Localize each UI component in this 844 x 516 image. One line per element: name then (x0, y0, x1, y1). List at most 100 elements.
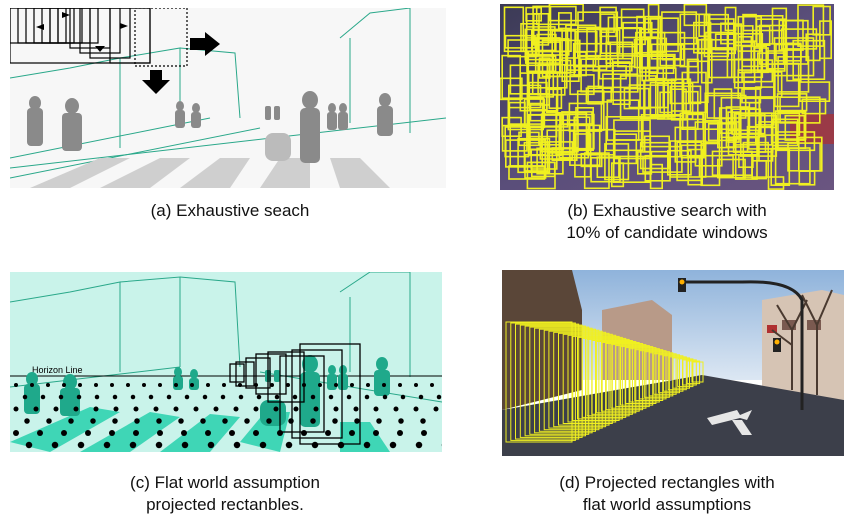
ground-point (430, 383, 434, 387)
caption-line: (d) Projected rectangles with (490, 472, 844, 494)
ground-point (174, 407, 179, 412)
ground-point (302, 383, 306, 387)
ground-point (257, 395, 262, 400)
ground-point (314, 407, 319, 412)
ground-point (208, 442, 215, 449)
ground-point (34, 407, 39, 412)
ground-point (182, 442, 189, 449)
ground-point (286, 442, 293, 449)
ground-point (398, 418, 404, 424)
caption-panel-a: (a) Exhaustive seach (60, 200, 400, 222)
ground-point (94, 383, 98, 387)
ground-point (312, 442, 319, 449)
ground-point (390, 442, 397, 449)
ground-point (222, 383, 226, 387)
ground-point (394, 407, 399, 412)
ground-point (74, 407, 79, 412)
ground-point (52, 442, 59, 449)
ground-point (134, 407, 139, 412)
ground-point (383, 395, 388, 400)
ground-point (95, 395, 100, 400)
caption-line: flat world assumptions (490, 494, 844, 516)
horizon-line-label: Horizon Line (32, 365, 83, 375)
ground-point (46, 383, 50, 387)
ground-point (238, 383, 242, 387)
ground-point (14, 383, 18, 387)
ground-point (437, 395, 442, 400)
ground-point (104, 442, 111, 449)
ground-point (203, 395, 208, 400)
ground-point (14, 407, 19, 412)
ground-point (286, 383, 290, 387)
ground-point (126, 383, 130, 387)
ground-point (194, 407, 199, 412)
ground-point (364, 442, 371, 449)
ground-point (365, 395, 370, 400)
ground-point (434, 407, 439, 412)
ground-point (134, 418, 140, 424)
ground-point (24, 418, 30, 424)
caption-line: (c) Flat world assumption (40, 472, 410, 494)
ground-point (59, 395, 64, 400)
ground-point (325, 430, 331, 436)
ground-point (185, 395, 190, 400)
panel-b-candidate-windows-photo (500, 4, 834, 190)
ground-point (401, 395, 406, 400)
panel-a-drawing (10, 8, 446, 188)
ground-point (347, 395, 352, 400)
ground-point (158, 383, 162, 387)
ground-point (416, 442, 423, 449)
ground-point (332, 418, 338, 424)
ground-point (349, 430, 355, 436)
ground-point (214, 407, 219, 412)
ground-point (41, 395, 46, 400)
ground-point (157, 430, 163, 436)
ground-point (334, 383, 338, 387)
ground-point (156, 418, 162, 424)
ground-point (398, 383, 402, 387)
ground-point (311, 395, 316, 400)
ground-point (13, 430, 19, 436)
ground-point (420, 418, 426, 424)
caption-panel-d: (d) Projected rectangles with flat world… (490, 472, 844, 516)
ground-point (234, 407, 239, 412)
ground-point (113, 395, 118, 400)
caption-line: 10% of candidate windows (490, 222, 844, 244)
ground-point (254, 407, 259, 412)
ground-point (114, 407, 119, 412)
ground-point (239, 395, 244, 400)
ground-point (366, 383, 370, 387)
ground-point (253, 430, 259, 436)
ground-point (23, 395, 28, 400)
ground-point (156, 442, 163, 449)
ground-point (244, 418, 250, 424)
ground-point (77, 395, 82, 400)
ground-point (174, 383, 178, 387)
ground-point (61, 430, 67, 436)
ground-point (130, 442, 137, 449)
ground-point (414, 383, 418, 387)
ground-point (30, 383, 34, 387)
ground-point (266, 418, 272, 424)
ground-point (94, 407, 99, 412)
ground-point (376, 418, 382, 424)
ground-point (68, 418, 74, 424)
ground-point (274, 407, 279, 412)
ground-point (142, 383, 146, 387)
ground-point (85, 430, 91, 436)
ground-point (374, 407, 379, 412)
ground-point (254, 383, 258, 387)
ground-point (167, 395, 172, 400)
caption-line: (b) Exhaustive search with (490, 200, 844, 222)
ground-point (234, 442, 241, 449)
ground-point (350, 383, 354, 387)
ground-point (277, 430, 283, 436)
ground-point (329, 395, 334, 400)
ground-point (190, 383, 194, 387)
ground-point (421, 430, 427, 436)
ground-point (221, 395, 226, 400)
panel-a-exhaustive-search-illustration (10, 8, 446, 188)
ground-point (373, 430, 379, 436)
panel-d-drawing (502, 270, 844, 456)
caption-line: projected rectanbles. (40, 494, 410, 516)
